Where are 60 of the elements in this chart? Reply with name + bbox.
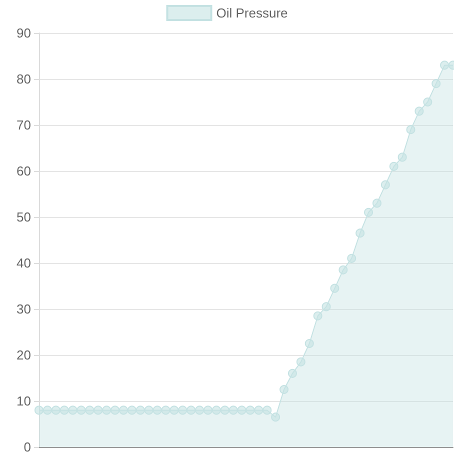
point: [398, 152, 407, 162]
point: [110, 406, 120, 415]
point: [152, 406, 162, 415]
y-tick-label: 0: [24, 440, 31, 454]
y-tick-label: 90: [16, 26, 31, 40]
point: [94, 406, 103, 415]
point: [68, 406, 78, 415]
point: [178, 406, 188, 415]
y-tick-label: 10: [16, 394, 31, 408]
point: [228, 406, 238, 415]
point: [136, 406, 145, 415]
point: [280, 385, 289, 394]
point: [338, 265, 348, 274]
point: [288, 368, 297, 378]
point: [440, 60, 450, 70]
point: [347, 254, 356, 263]
point: [423, 98, 432, 106]
point: [85, 406, 94, 415]
point: [119, 406, 128, 415]
point: [51, 406, 60, 415]
point: [42, 406, 52, 415]
point: [356, 228, 365, 238]
y-tick-label: 20: [16, 348, 31, 362]
y-tick-label: 70: [16, 118, 31, 132]
point: [322, 302, 331, 312]
y-tick-label: 80: [16, 72, 31, 86]
point: [254, 406, 264, 415]
y-tick-label: 30: [16, 302, 31, 316]
point: [186, 406, 196, 415]
legend-label: Oil Pressure: [216, 6, 288, 20]
point: [76, 406, 86, 415]
point: [60, 406, 69, 415]
point: [127, 406, 136, 415]
point: [195, 406, 204, 415]
point: [330, 284, 340, 293]
point: [372, 198, 382, 208]
point: [432, 79, 441, 88]
point: [406, 125, 416, 134]
point: [380, 180, 390, 190]
y-tick-label: 50: [16, 210, 31, 224]
point: [313, 311, 322, 320]
point: [212, 406, 221, 415]
point: [220, 406, 230, 415]
point: [161, 406, 170, 415]
point: [144, 406, 154, 415]
point: [246, 406, 255, 415]
point: [203, 406, 212, 415]
point: [237, 406, 246, 415]
point: [271, 412, 280, 422]
point: [102, 406, 112, 415]
point: [364, 208, 374, 217]
point: [170, 406, 179, 415]
point: [389, 162, 398, 171]
point: [304, 339, 314, 348]
point: [414, 106, 424, 116]
point: [296, 357, 306, 366]
point: [262, 406, 272, 415]
y-tick-label: 40: [16, 256, 31, 270]
y-tick-label: 60: [16, 164, 31, 178]
point: [34, 406, 44, 415]
